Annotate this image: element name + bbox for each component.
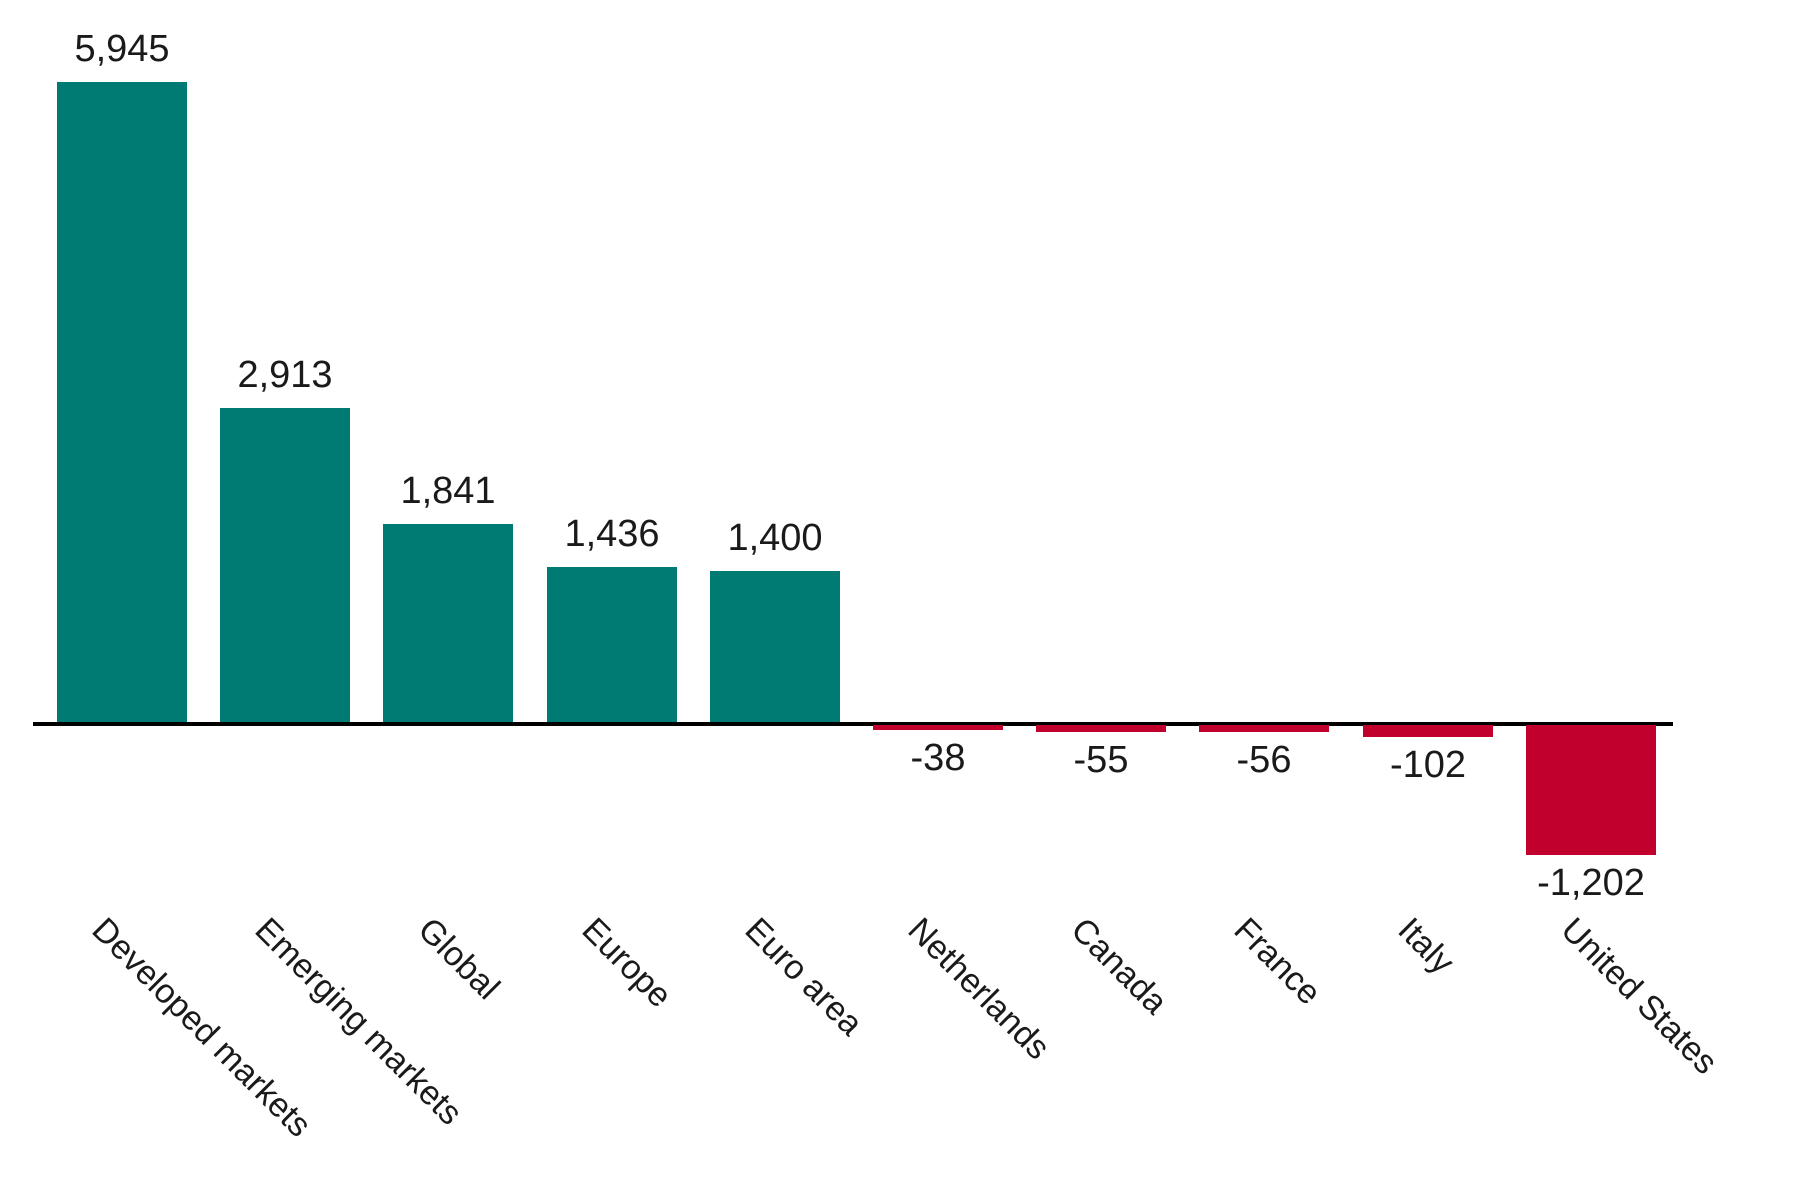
value-label: 1,841 (400, 470, 496, 512)
value-label: -38 (910, 737, 966, 779)
value-label: -1,202 (1537, 862, 1645, 904)
value-label: 1,436 (564, 513, 660, 555)
value-label: 2,913 (237, 354, 333, 396)
category-label-text: Italy (1390, 910, 1462, 982)
category-label-text: Global (410, 910, 507, 1007)
bar-positive (57, 82, 187, 722)
value-label: -56 (1236, 739, 1292, 781)
bar-negative (1363, 725, 1493, 737)
value-label: -102 (1389, 744, 1467, 786)
bar-negative (1526, 725, 1656, 855)
x-axis-line (33, 722, 1673, 726)
bar-negative (873, 725, 1003, 730)
value-label: -55 (1073, 739, 1129, 781)
value-label: 5,945 (74, 28, 170, 70)
value-label: 1,400 (727, 517, 823, 559)
bar-positive (383, 524, 513, 722)
category-label-text: France (1226, 910, 1329, 1013)
category-label-text: Europe (574, 910, 679, 1015)
category-label-text: Netherlands (900, 910, 1058, 1068)
bar-negative (1036, 725, 1166, 732)
category-label-text: Canada (1063, 910, 1175, 1022)
bar-positive (547, 567, 677, 722)
bar-negative (1199, 725, 1329, 732)
bar-positive (710, 571, 840, 722)
category-label-text: United States (1553, 910, 1725, 1082)
category-label-text: Euro area (737, 910, 871, 1044)
bar-positive (220, 408, 350, 722)
